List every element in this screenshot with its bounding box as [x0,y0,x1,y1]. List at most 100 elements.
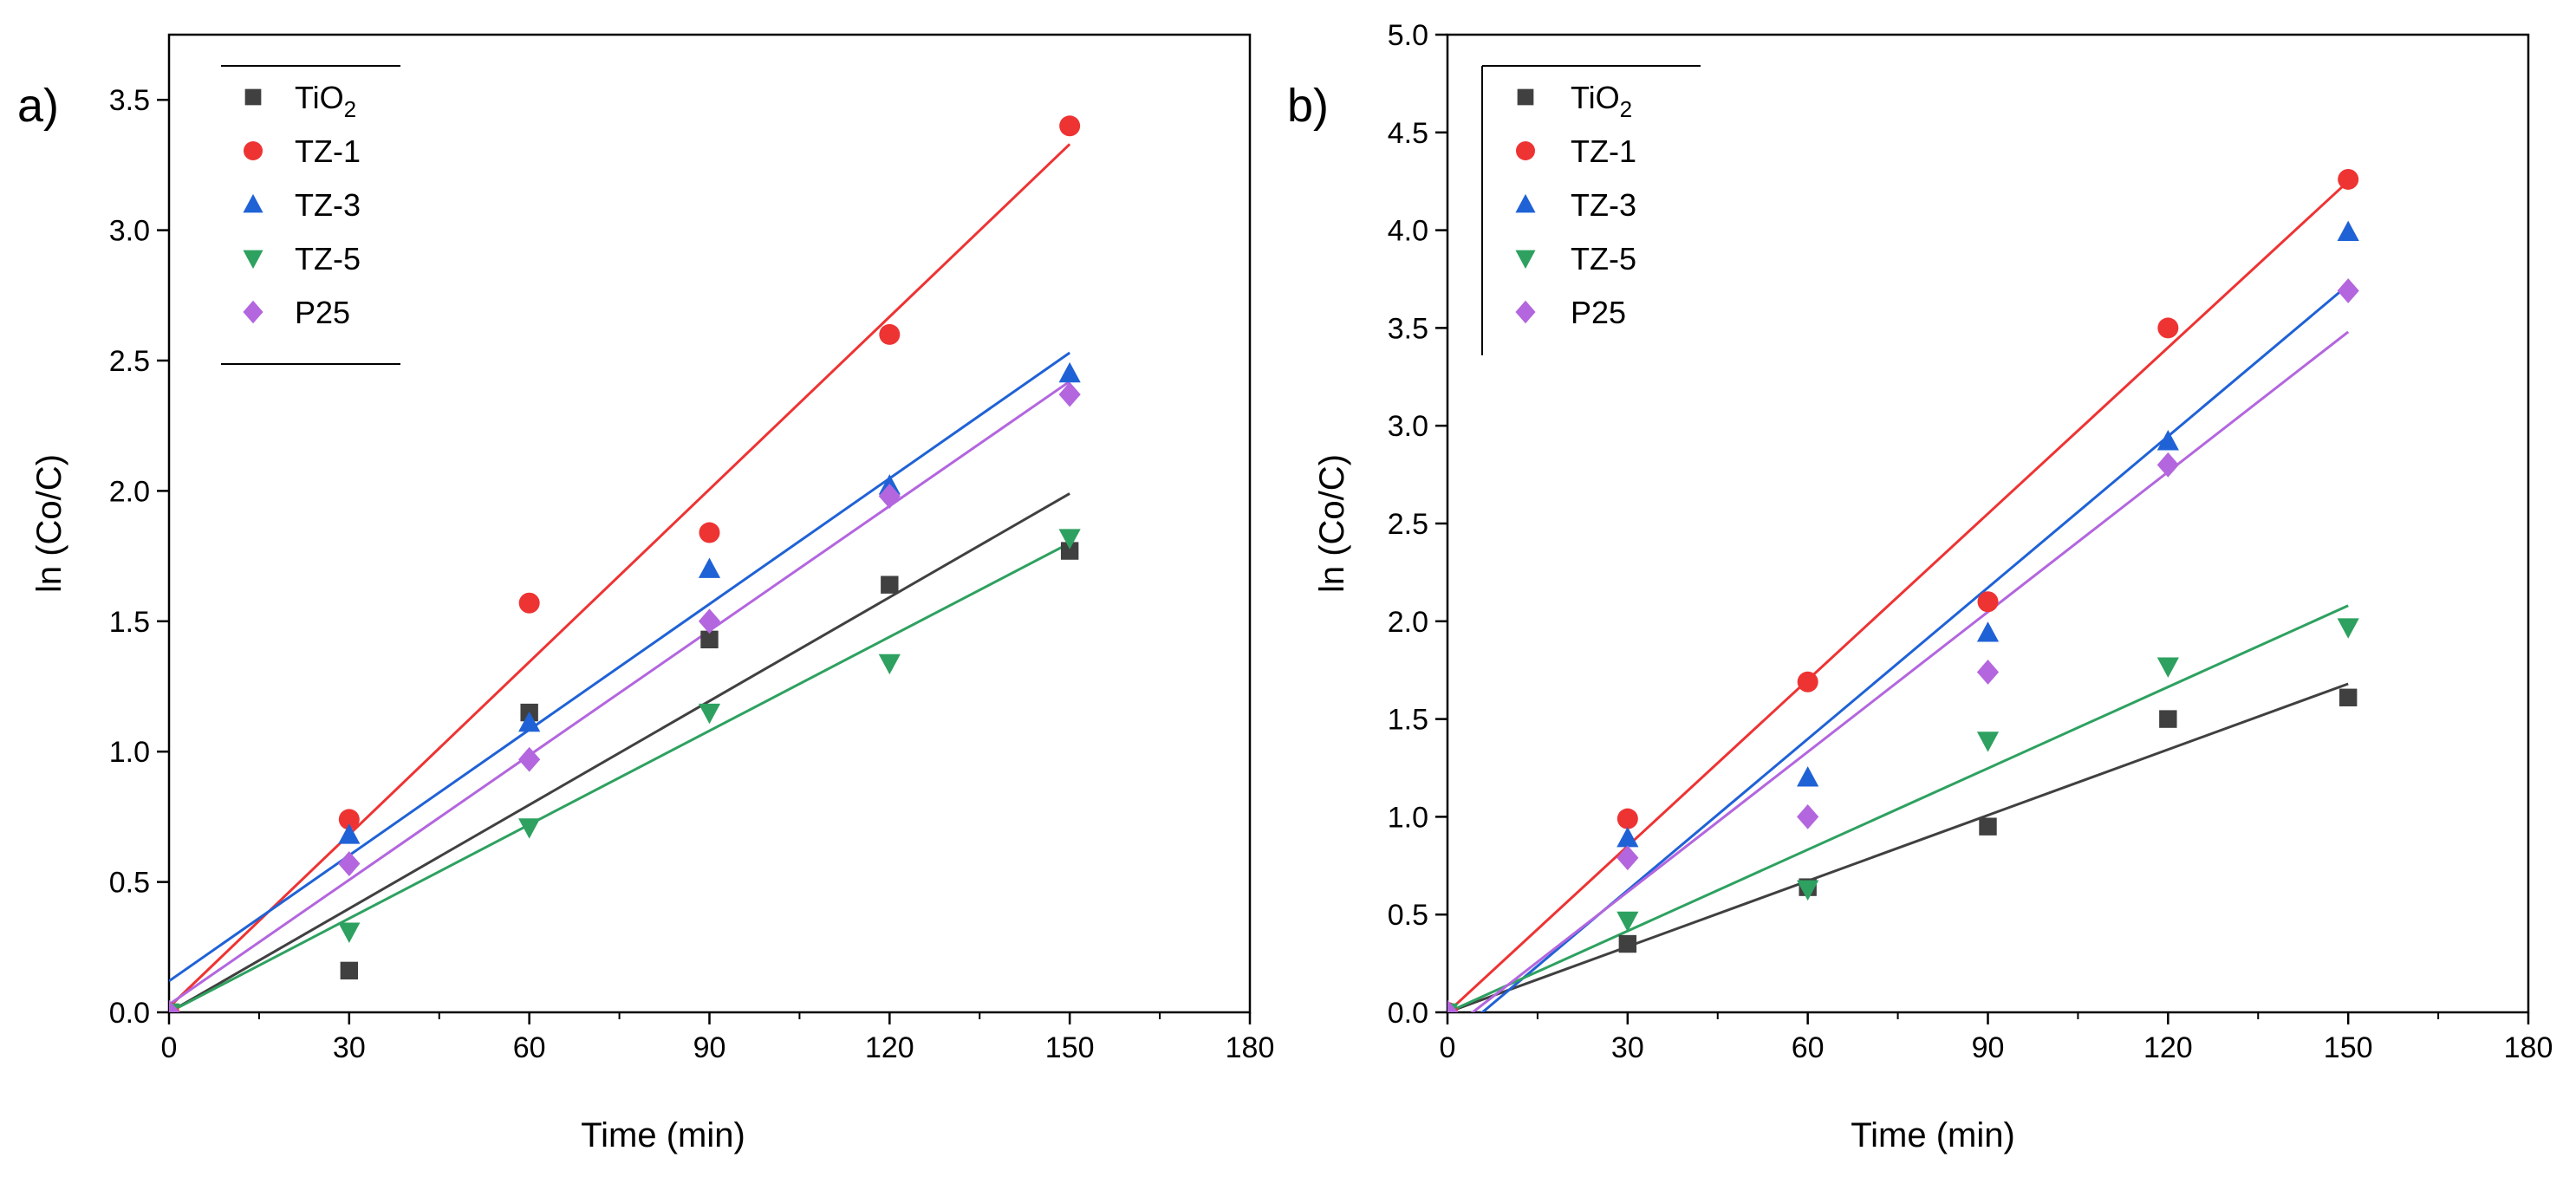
data-point [1059,115,1081,137]
fit-line [169,380,1071,1006]
data-point [1977,591,1999,613]
data-point [700,630,719,649]
data-point [2159,710,2177,728]
data-point [1617,827,1639,848]
data-point [1797,671,1818,693]
legend-marker [1515,250,1536,270]
data-point [518,818,541,839]
fit-line [1447,180,2350,1012]
y-tick-label: 1.5 [1388,704,1428,737]
data-point [878,654,901,675]
y-tick-label: 3.0 [109,215,150,248]
data-point [2157,317,2179,339]
data-point [518,711,541,732]
data-point [518,592,540,614]
data-point [1979,817,1997,836]
y-tick-label: 3.5 [1388,312,1428,345]
data-point [1447,999,1459,1012]
legend-label: P25 [1571,295,1626,330]
data-point [1976,660,2000,685]
data-point [699,522,720,543]
y-tick-label: 1.5 [109,606,150,639]
y-tick-label: 4.5 [1388,117,1428,150]
x-tick-label: 0 [1440,1031,1456,1064]
x-tick-label: 90 [1972,1031,2005,1064]
data-point [1618,934,1637,953]
data-point [1617,808,1638,829]
x-tick-label: 60 [513,1031,546,1064]
y-tick-label: 0.0 [1388,997,1428,1030]
y-tick-label: 3.0 [1388,410,1428,443]
data-point [1617,911,1639,933]
chart-panel-b: 0 30 60 90 120 150 180 0.0 0.5 1.0 1.5 2.0 2.5 3.0 3.5… [1287,19,2553,1154]
y-tick-label: 5.0 [1388,19,1428,52]
series-layer [169,115,1081,1012]
data-point [2338,168,2359,190]
legend-label: TZ-5 [1571,241,1636,276]
data-point [1797,880,1819,901]
chart-panel-a: 0 30 60 90 120 150 180 0.0 0.5 1.0 1.5 2.0 2.5 3.0 3.5… [17,33,1275,1154]
legend-label: TiO2 [1571,80,1632,122]
legend: TiO2 TZ-1 TZ-3 TZ-5 P25 [221,65,400,365]
legend-marker [244,88,262,106]
y-tick-label: 2.0 [109,475,150,508]
legend-marker [243,193,263,213]
legend-label: TZ-1 [1571,133,1636,169]
legend-items: TiO2 TZ-1 TZ-3 TZ-5 P25 [243,80,361,330]
data-point [698,608,721,634]
fit-line [1447,604,2349,1012]
y-tick-label: 3.5 [109,84,150,117]
data-point [1058,529,1081,549]
series-layer [1447,168,2359,1012]
x-tick-label: 150 [2324,1031,2373,1064]
plot-frame [1446,33,2530,1014]
legend-marker [1515,193,1536,213]
y-axis-title: ln (Co/C) [1313,454,1351,593]
x-tick-label: 120 [865,1031,914,1064]
y-tick-label: 1.0 [109,736,150,769]
data-point [169,999,180,1012]
data-point [1797,804,1819,829]
data-point [2337,278,2359,303]
legend-subscript: 2 [344,96,356,122]
data-point [340,961,359,980]
data-point [2156,657,2179,678]
x-tick-label: 0 [161,1031,178,1064]
data-point [338,809,360,830]
legend-marker [1517,88,1534,106]
x-tick-label: 30 [1611,1031,1644,1064]
data-point [338,851,361,876]
legend: TiO2 TZ-1 TZ-3 TZ-5 P25 [1481,65,1701,355]
data-point [881,575,899,594]
x-tick-label: 60 [1792,1031,1825,1064]
x-tick-label: 120 [2143,1031,2193,1064]
y-tick-label: 0.0 [109,997,150,1030]
data-point [1617,845,1639,871]
y-axis-title: ln (Co/C) [30,454,68,593]
legend-label: TZ-5 [295,241,361,276]
x-axis-title: Time (min) [1851,1116,2015,1154]
legend-marker [243,300,263,324]
x-tick-label: 180 [1226,1031,1275,1064]
panel-label: a) [17,80,59,132]
fit-line [1470,330,2350,1012]
legend-label: TiO2 [295,80,356,122]
data-point [2156,452,2179,478]
y-tick-label: 0.5 [109,867,150,900]
x-tick-label: 90 [693,1031,726,1064]
axis-ticks: 0 30 60 90 120 150 180 0.0 0.5 1.0 1.5 2.0 2.5 3.0 3.5… [1388,19,2553,1064]
legend-label: P25 [295,295,350,330]
x-tick-label: 150 [1045,1031,1095,1064]
data-point [1060,542,1079,560]
y-tick-label: 1.0 [1388,801,1428,834]
legend-subscript: 2 [1620,96,1632,122]
data-point [879,323,901,345]
data-point [2337,220,2359,242]
legend-label: TZ-3 [295,187,361,223]
fit-line [1447,682,2349,1012]
data-point [1058,381,1081,407]
legend-marker [243,250,263,270]
data-point [338,823,361,844]
x-tick-label: 30 [333,1031,366,1064]
